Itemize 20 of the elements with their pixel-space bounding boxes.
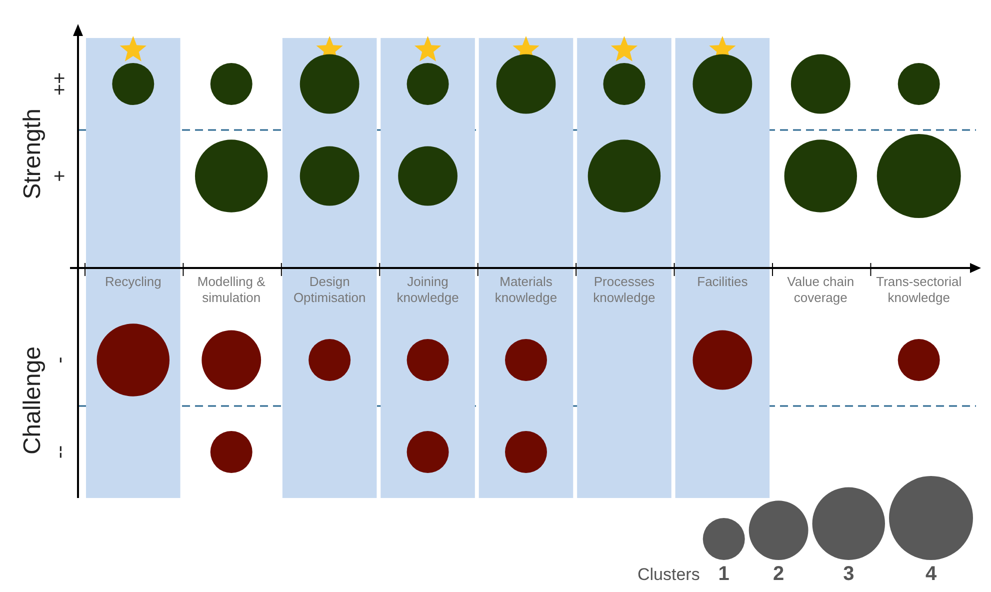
- x-tick-label: Design Optimisation: [293, 274, 366, 305]
- text: -: [49, 356, 71, 364]
- legend-label: 3: [843, 563, 854, 585]
- x-tick-label: Processes knowledge: [593, 274, 656, 305]
- x-tick-label: Value chain coverage: [787, 274, 854, 305]
- text: Challenge: [19, 346, 46, 455]
- x-tick-label: Facilities: [697, 274, 748, 289]
- legend-title: Clusters: [637, 565, 700, 584]
- legend-label: 2: [772, 563, 784, 585]
- legend-label: 1: [718, 563, 730, 585]
- text: --: [49, 445, 71, 459]
- x-tick-label: Trans-sectorial knowledge: [876, 274, 962, 305]
- x-tick-label: Joining knowledge: [396, 274, 459, 305]
- text: ++: [49, 72, 71, 96]
- text: Strength: [19, 108, 46, 200]
- x-tick-label: Recycling: [104, 274, 162, 289]
- x-tick-label: Materials knowledge: [494, 274, 558, 305]
- x-tick-label: Modelling & simulation: [197, 274, 266, 305]
- legend-label: 4: [925, 563, 938, 585]
- text: +: [49, 170, 71, 182]
